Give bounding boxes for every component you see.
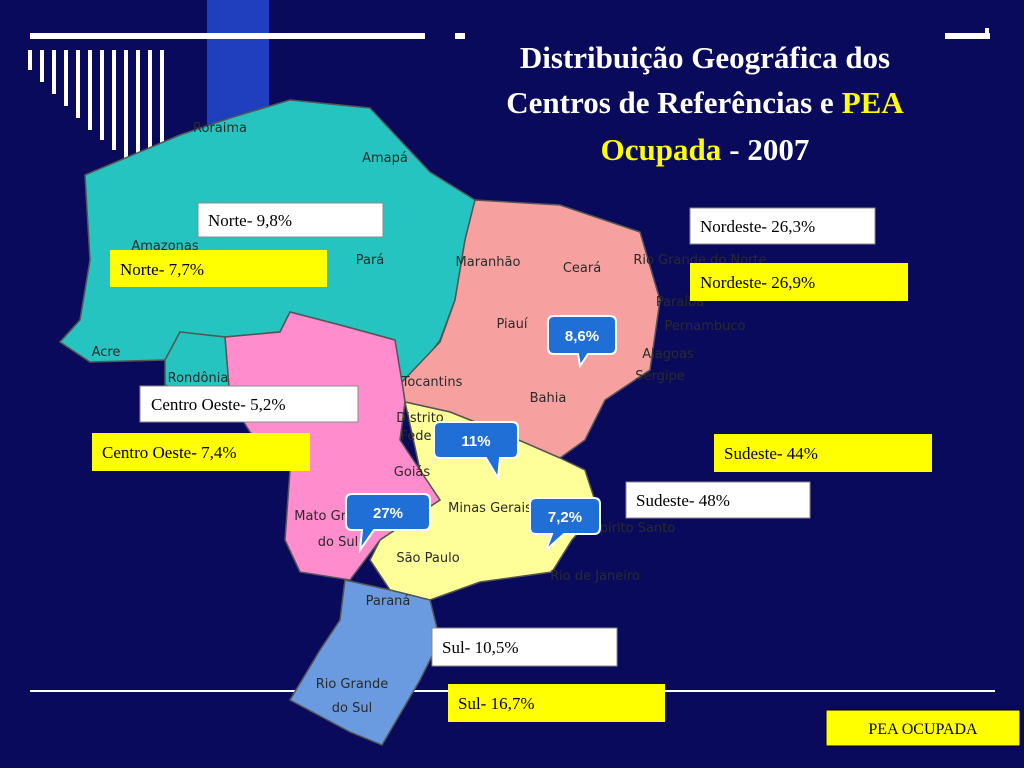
state-label: Fede bbox=[400, 429, 431, 444]
white-boxes bbox=[139, 202, 876, 667]
state-label: São Paulo bbox=[396, 551, 459, 566]
yellow-box bbox=[110, 250, 327, 287]
state-label: Piauí bbox=[497, 317, 528, 332]
state-label: Paraná bbox=[366, 594, 411, 609]
state-label: Pernambuco bbox=[665, 319, 746, 334]
bubble-text: 8,6% bbox=[565, 328, 599, 345]
bubble-text: 27% bbox=[373, 505, 403, 522]
state-label: Alagoas bbox=[642, 347, 694, 362]
white-box bbox=[139, 385, 359, 423]
title-line: Centros de Referências e PEA bbox=[506, 85, 904, 120]
bubble-text: 7,2% bbox=[548, 509, 582, 526]
state-label: Rondônia bbox=[168, 371, 229, 386]
white-box-text: Nordeste- 26,3% bbox=[700, 217, 815, 236]
white-box-text: Sul- 10,5% bbox=[442, 638, 519, 657]
state-label: Rio Grande bbox=[316, 677, 389, 692]
white-box-text: Sudeste- 48% bbox=[636, 491, 730, 510]
white-box bbox=[197, 202, 384, 238]
state-label: Sergipe bbox=[635, 369, 684, 384]
yellow-box bbox=[448, 684, 665, 722]
bubble bbox=[529, 497, 601, 551]
yellow-boxes bbox=[92, 250, 932, 722]
bubble bbox=[345, 493, 431, 554]
title-highlight: Ocupada bbox=[601, 132, 722, 167]
white-box bbox=[431, 627, 618, 667]
yellow-box-text: Norte- 7,7% bbox=[120, 260, 204, 279]
title-line: Ocupada - 2007 bbox=[601, 132, 810, 167]
title-text: - 2007 bbox=[729, 132, 809, 167]
state-label: Roraima bbox=[193, 121, 247, 136]
white-box-text: Centro Oeste- 5,2% bbox=[151, 395, 286, 414]
bubble bbox=[547, 315, 617, 369]
legend-box bbox=[825, 709, 1021, 747]
state-label: Pará bbox=[356, 253, 385, 268]
state-label: Rio de Janeiro bbox=[550, 569, 640, 584]
white-box-text: Norte- 9,8% bbox=[208, 211, 292, 230]
yellow-box-text: Sul- 16,7% bbox=[458, 694, 535, 713]
title-highlight: PEA bbox=[842, 85, 905, 120]
region-sudeste bbox=[369, 401, 599, 601]
yellow-box-text: Sudeste- 44% bbox=[724, 444, 818, 463]
state-label: Ceará bbox=[563, 261, 601, 276]
state-label: Minas Gerais bbox=[448, 501, 532, 516]
yellow-box bbox=[714, 434, 932, 472]
state-label: do Sul bbox=[332, 701, 372, 716]
bubble-text: 11% bbox=[461, 433, 490, 450]
state-label: Espírito Santo bbox=[585, 521, 676, 536]
white-box bbox=[689, 207, 876, 245]
yellow-box-text: Centro Oeste- 7,4% bbox=[102, 443, 237, 462]
state-label: do Sul bbox=[318, 535, 358, 550]
state-label: Maranhão bbox=[456, 255, 521, 270]
state-label: Mato Gro bbox=[294, 509, 353, 524]
title-text: Centros de Referências e bbox=[506, 85, 833, 120]
state-label: Goiás bbox=[394, 465, 431, 480]
state-label: Acre bbox=[92, 345, 121, 360]
legend-text: PEA OCUPADA bbox=[868, 721, 978, 738]
title-line: Distribuição Geográfica dos bbox=[520, 40, 890, 75]
state-label: Amapá bbox=[362, 151, 408, 166]
state-label: Tocantins bbox=[401, 375, 463, 390]
bubbles bbox=[345, 315, 617, 554]
yellow-box bbox=[690, 263, 908, 301]
state-label: Distrito bbox=[396, 411, 444, 426]
yellow-box bbox=[92, 433, 310, 471]
state-label: Bahia bbox=[530, 391, 567, 406]
region-sul bbox=[288, 579, 441, 746]
map-labels: Roraima Amapá Amazonas Pará Maranhão Cea… bbox=[92, 121, 767, 716]
yellow-box-text: Nordeste- 26,9% bbox=[700, 273, 815, 292]
bubble bbox=[433, 421, 519, 482]
white-box bbox=[625, 481, 811, 519]
